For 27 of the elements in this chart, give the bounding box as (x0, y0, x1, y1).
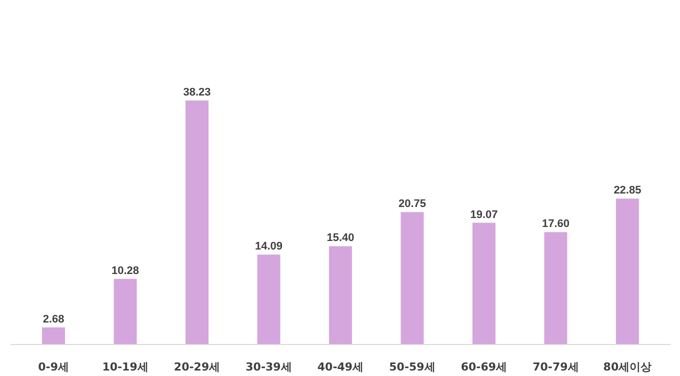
data-label: 14.09 (254, 240, 283, 253)
x-tick-label: 30-39세 (246, 360, 292, 374)
x-tick-label: 50-59세 (389, 360, 436, 374)
bar (329, 246, 352, 344)
x-tick-label: 20-29세 (174, 360, 220, 374)
data-label: 22.85 (614, 184, 642, 197)
bar (616, 198, 639, 344)
bar (544, 232, 568, 344)
data-label: 2.68 (42, 313, 64, 326)
data-label: 19.07 (470, 208, 498, 221)
data-label: 17.60 (542, 218, 570, 230)
bar (42, 327, 66, 344)
x-tick-label: 70-79세 (532, 360, 579, 374)
x-tick-label: 60-69세 (460, 360, 508, 374)
x-tick-label: 80세이상 (603, 360, 652, 374)
data-label: 38.23 (183, 86, 211, 99)
bar (472, 222, 496, 344)
x-tick-label: 10-19세 (102, 360, 148, 374)
data-label: 15.40 (326, 232, 354, 244)
bar (186, 100, 208, 344)
data-label: 10.28 (112, 264, 140, 277)
bar (400, 212, 424, 344)
data-label: 20.75 (398, 198, 426, 210)
bar (114, 278, 137, 344)
x-tick-label: 40-49세 (317, 360, 364, 374)
x-tick-label: 0-9세 (38, 360, 69, 374)
bar (257, 254, 280, 344)
